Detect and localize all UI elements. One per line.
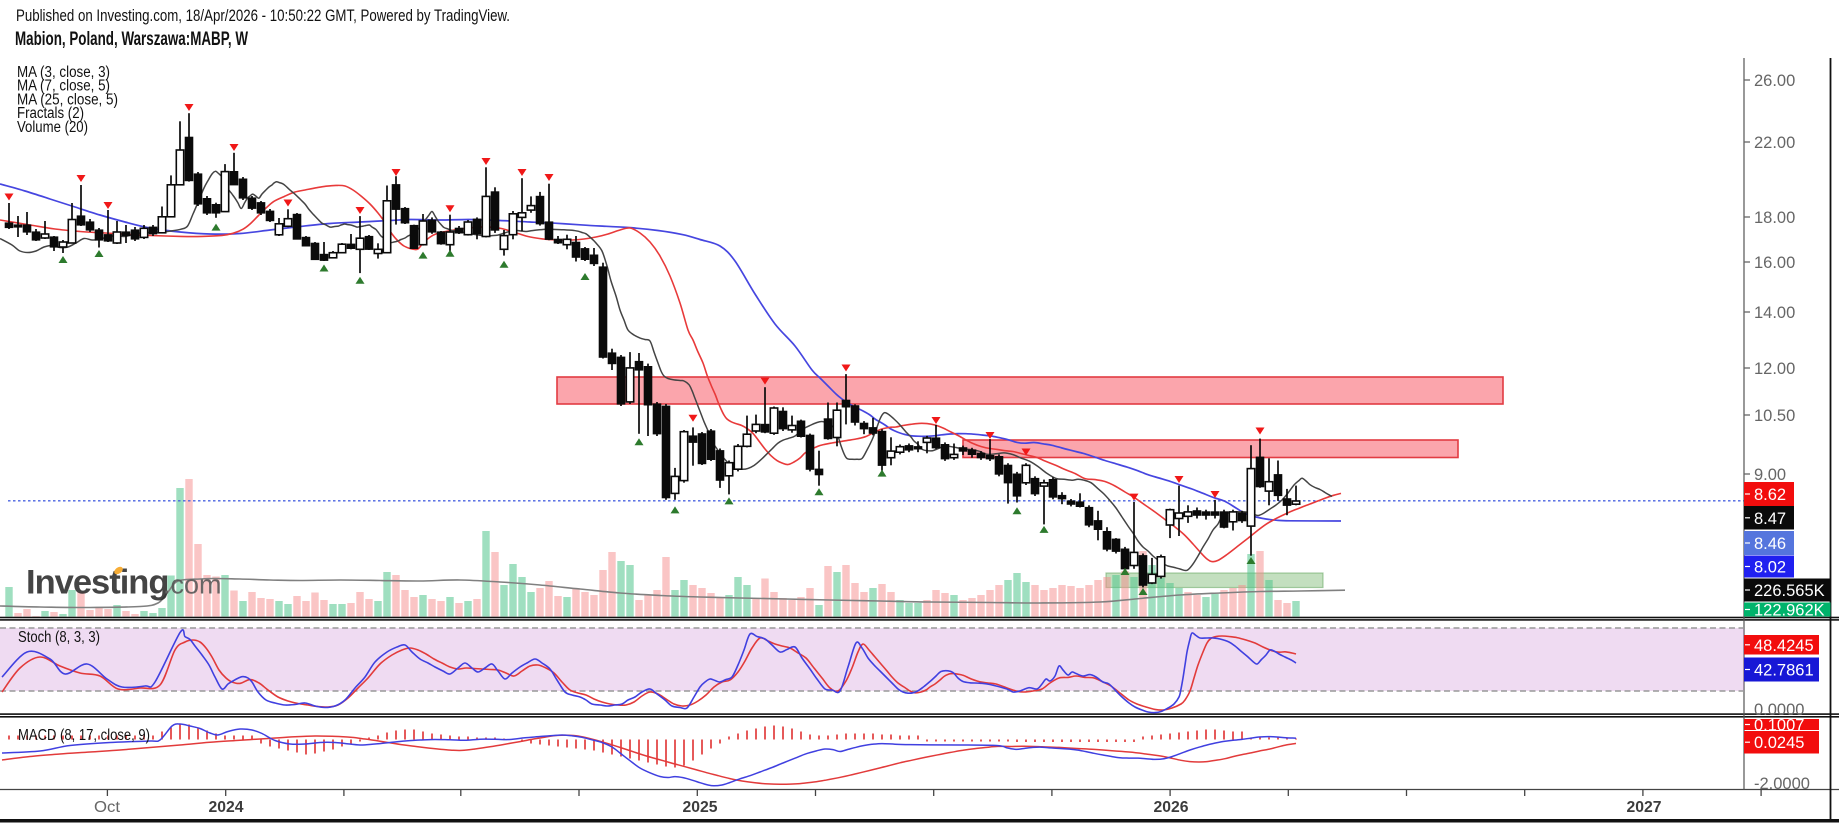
svg-text:2024: 2024: [209, 799, 244, 816]
svg-text:0.0000: 0.0000: [1754, 701, 1804, 719]
svg-text:8.62: 8.62: [1754, 486, 1786, 504]
svg-text:2026: 2026: [1154, 799, 1189, 816]
svg-text:14.00: 14.00: [1754, 304, 1795, 322]
svg-text:10.50: 10.50: [1754, 407, 1795, 425]
svg-text:Oct: Oct: [94, 799, 121, 816]
svg-text:26.00: 26.00: [1754, 72, 1795, 90]
svg-text:Published on Investing.com, 18: Published on Investing.com, 18/Apr/2026 …: [16, 7, 510, 25]
svg-text:Stoch (8, 3, 3): Stoch (8, 3, 3): [18, 629, 100, 646]
svg-text:12.00: 12.00: [1754, 360, 1795, 378]
svg-text:MA (25, close, 5): MA (25, close, 5): [17, 91, 118, 108]
svg-text:226.565K: 226.565K: [1754, 582, 1825, 600]
svg-text:22.00: 22.00: [1754, 134, 1795, 152]
svg-text:Investing: Investing: [26, 564, 168, 602]
svg-text:2025: 2025: [683, 799, 718, 816]
svg-text:8.47: 8.47: [1754, 510, 1786, 528]
svg-text:0.0245: 0.0245: [1754, 734, 1804, 752]
svg-text:MA (3, close, 3): MA (3, close, 3): [17, 64, 110, 81]
svg-text:48.4245: 48.4245: [1754, 637, 1814, 655]
svg-text:8.02: 8.02: [1754, 559, 1786, 577]
svg-text:Volume (20): Volume (20): [17, 119, 88, 136]
svg-text:8.46: 8.46: [1754, 535, 1786, 553]
svg-text:0.1007: 0.1007: [1754, 717, 1804, 735]
svg-text:.com: .com: [163, 570, 222, 600]
svg-text:MA (7, close, 5): MA (7, close, 5): [17, 78, 110, 95]
svg-text:16.00: 16.00: [1754, 254, 1795, 272]
svg-text:MACD (8, 17, close, 9): MACD (8, 17, close, 9): [18, 727, 150, 744]
svg-text:122.962K: 122.962K: [1754, 602, 1825, 620]
svg-text:9.00: 9.00: [1754, 466, 1786, 484]
svg-text:Fractals (2): Fractals (2): [17, 105, 84, 122]
svg-text:-2.0000: -2.0000: [1754, 775, 1810, 793]
svg-text:Mabion, Poland, Warszawa:MABP,: Mabion, Poland, Warszawa:MABP, W: [15, 29, 248, 50]
svg-text:42.7861: 42.7861: [1754, 662, 1814, 680]
svg-text:2027: 2027: [1627, 799, 1662, 816]
svg-text:18.00: 18.00: [1754, 209, 1795, 227]
